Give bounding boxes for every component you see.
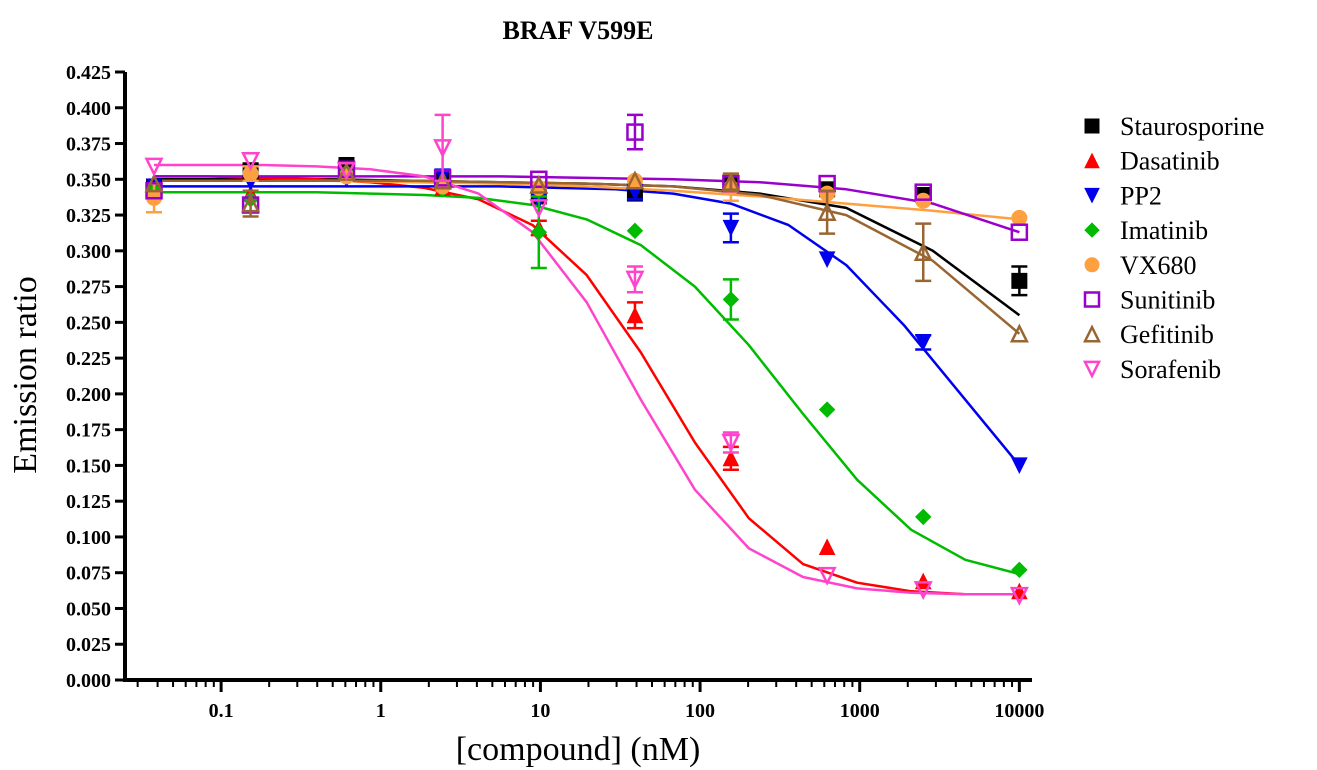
y-tick-label: 0.275	[66, 277, 111, 299]
data-point	[818, 251, 836, 269]
y-tick-label: 0.250	[66, 312, 111, 334]
legend-label-sorafenib: Sorafenib	[1120, 355, 1221, 384]
legend-marker-pp2	[1084, 187, 1100, 204]
data-point	[1011, 272, 1028, 289]
legend-label-gefitinib: Gefitinib	[1120, 320, 1214, 349]
fit-curve-imatinib	[154, 190, 1020, 576]
data-point	[721, 433, 741, 453]
data-point	[626, 123, 644, 141]
data-point	[1010, 223, 1029, 241]
series-dasatinib	[145, 163, 1028, 600]
data-point	[1009, 323, 1029, 343]
x-tick-label: 1000	[840, 700, 880, 722]
data-point	[530, 224, 548, 241]
data-point	[625, 170, 645, 190]
fit-curve-dasatinib	[154, 175, 1020, 596]
legend: Staurosporine Dasatinib PP2 Imatinib VX680 Su…	[1082, 112, 1264, 384]
y-tick-label: 0.425	[66, 62, 111, 84]
fit-curve-sorafenib	[154, 163, 1020, 596]
y-tick-label: 0.375	[66, 134, 111, 156]
legend-label-vx680: VX680	[1120, 251, 1197, 280]
data-point	[722, 449, 740, 467]
data-point	[1011, 561, 1028, 579]
y-tick-label: 0.150	[66, 455, 111, 477]
chart-title: BRAF V599E	[503, 16, 654, 45]
series-pp2	[145, 168, 1028, 475]
fit-curve-gefitinib	[154, 179, 1021, 335]
data-point	[241, 193, 261, 213]
fit-curve-sunitinib	[154, 175, 1020, 234]
data-point	[241, 151, 261, 171]
x-tick-label: 1	[376, 700, 386, 722]
data-points	[144, 113, 1029, 606]
data-point	[914, 334, 932, 351]
data-point	[818, 538, 836, 555]
data-point	[913, 581, 933, 601]
x-tick-label: 10000	[994, 700, 1044, 722]
legend-marker-imatinib	[1084, 222, 1100, 238]
x-tick-label: 10	[530, 700, 550, 722]
legend-marker-sunitinib	[1083, 291, 1101, 308]
y-tick-label: 0.050	[66, 598, 111, 620]
fit-curves	[154, 163, 1021, 596]
series-vx680	[146, 165, 1028, 226]
data-point	[1011, 457, 1028, 475]
data-point	[721, 171, 741, 191]
data-point	[1009, 586, 1029, 606]
data-point	[626, 222, 644, 240]
fit-curve-staurosporine	[154, 178, 1021, 317]
data-point	[722, 219, 740, 237]
y-tick-label: 0.325	[66, 205, 111, 227]
data-point	[817, 566, 837, 586]
data-point	[433, 139, 453, 159]
x-axis-label: [compound] (nM)	[456, 731, 701, 768]
y-tick-label: 0.000	[66, 670, 111, 692]
data-point	[626, 306, 644, 324]
series-sorafenib	[144, 113, 1029, 606]
data-point	[144, 157, 164, 177]
x-tick-label: 100	[685, 700, 715, 722]
y-tick-label: 0.300	[66, 241, 111, 263]
data-point	[529, 174, 549, 194]
x-tick-label: 0.1	[209, 700, 234, 722]
data-point	[529, 199, 549, 219]
data-point	[915, 508, 932, 526]
y-tick-label: 0.350	[66, 169, 111, 191]
legend-label-pp2: PP2	[1120, 181, 1162, 210]
legend-marker-dasatinib	[1084, 152, 1100, 169]
data-point	[818, 401, 836, 418]
y-tick-label: 0.075	[66, 563, 111, 585]
data-point	[530, 170, 548, 189]
legend-label-imatinib: Imatinib	[1120, 216, 1208, 245]
legend-label-sunitinib: Sunitinib	[1120, 286, 1215, 315]
legend-marker-sorafenib	[1082, 360, 1102, 379]
legend-label-staurosporine: Staurosporine	[1120, 112, 1264, 141]
legend-marker-vx680	[1084, 257, 1100, 273]
legend-marker-gefitinib	[1082, 324, 1102, 343]
y-tick-label: 0.100	[66, 527, 111, 549]
plot-axes: 0.000 0.025 0.050 0.075 0.100 0.125 0.150 0.175…	[66, 62, 1044, 722]
y-axis-label: Emission ratio	[7, 276, 44, 473]
data-point	[625, 270, 645, 290]
fit-curve-pp2	[154, 185, 1021, 467]
y-tick-label: 0.025	[66, 634, 111, 656]
y-tick-label: 0.225	[66, 348, 111, 370]
y-tick-label: 0.200	[66, 384, 111, 406]
y-tick-label: 0.125	[66, 491, 111, 513]
y-tick-label: 0.175	[66, 420, 111, 442]
data-point	[722, 291, 740, 308]
data-point	[913, 241, 933, 262]
data-point	[817, 201, 837, 221]
legend-marker-staurosporine	[1084, 118, 1100, 134]
data-point	[144, 173, 164, 193]
data-point	[1011, 209, 1028, 226]
data-point	[914, 183, 932, 201]
data-point	[336, 161, 357, 182]
legend-label-dasatinib: Dasatinib	[1120, 147, 1220, 176]
y-tick-label: 0.400	[66, 98, 111, 120]
